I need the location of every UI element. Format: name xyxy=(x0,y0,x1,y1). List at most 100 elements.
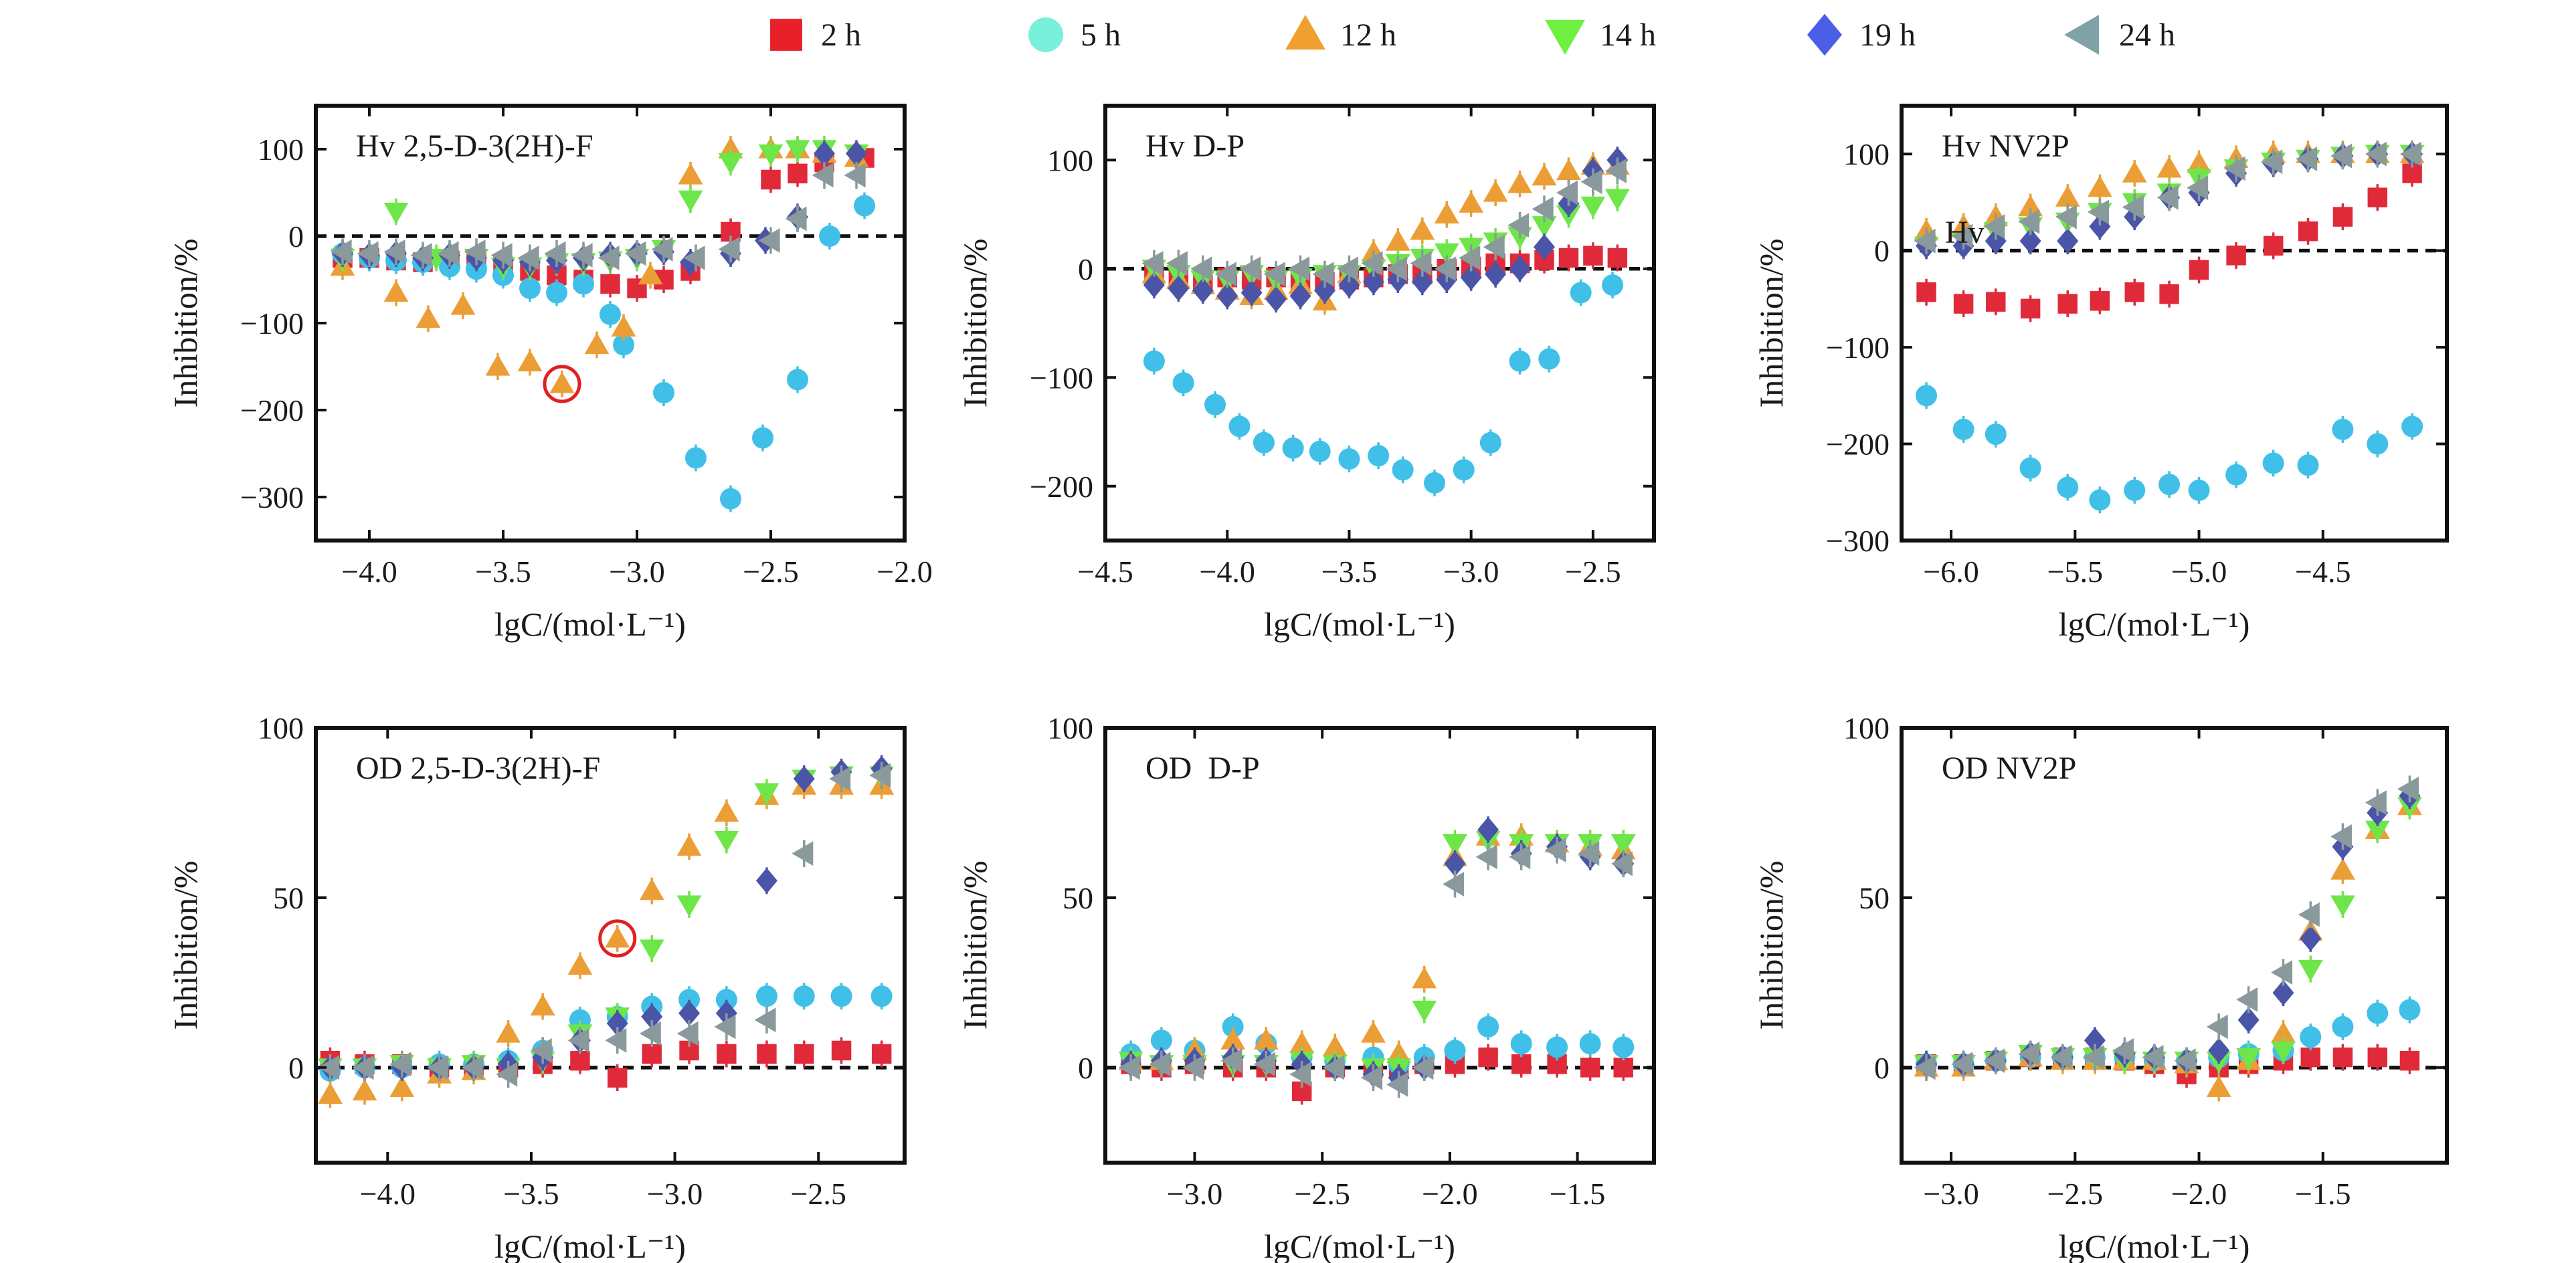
x-axis-label: lgC/(mol·L⁻¹) xyxy=(2059,605,2250,643)
y-tick-label: 100 xyxy=(1843,711,1890,745)
panel-title: Hv 2,5-D-3(2H)-F xyxy=(356,128,593,164)
data-point-5-h xyxy=(1444,1040,1466,1062)
series-24-h xyxy=(1914,775,2419,1081)
x-tick-label: −3.5 xyxy=(503,1177,559,1211)
data-point-12-h xyxy=(1361,1021,1386,1043)
data-point-2-h xyxy=(2159,284,2179,304)
x-tick-label: −3.0 xyxy=(1167,1177,1222,1211)
series-24-h xyxy=(318,762,891,1088)
series-24-h xyxy=(1141,157,1627,288)
data-point-5-h xyxy=(819,225,840,247)
data-point-24-h xyxy=(785,206,807,231)
series-5-h xyxy=(1143,272,1624,496)
data-point-24-h xyxy=(2174,1048,2196,1074)
data-point-24-h xyxy=(1443,872,1465,896)
data-point-24-h xyxy=(1951,223,1973,249)
data-point-12-h xyxy=(1434,202,1459,224)
data-point-5-h xyxy=(1253,431,1275,454)
data-point-24-h xyxy=(2087,199,2109,225)
data-point-24-h xyxy=(571,243,593,268)
data-point-14-h xyxy=(714,830,739,852)
data-point-24-h xyxy=(2142,1045,2164,1070)
data-point-2-h xyxy=(871,1044,892,1064)
data-point-19-h xyxy=(1168,275,1190,302)
data-point-14-h xyxy=(2271,1041,2296,1063)
data-point-19-h xyxy=(2019,228,2041,254)
y-tick-label: −100 xyxy=(1030,361,1093,395)
data-point-5-h xyxy=(519,278,541,299)
legend-label: 12 h xyxy=(1340,17,1396,53)
x-tick-label: −3.5 xyxy=(475,555,531,589)
data-points xyxy=(1914,140,2425,514)
data-point-19-h xyxy=(1362,269,1384,295)
panel-od-dp: −3.0 −2.5 −2.0 −1.5 100 50 0 OD D-P lgC/(mol·L⁻¹… xyxy=(956,711,1656,1263)
data-points xyxy=(318,755,895,1108)
data-point-12-h xyxy=(1507,171,1532,193)
data-point-24-h xyxy=(2050,1045,2072,1070)
data-point-12-h xyxy=(318,1082,343,1104)
data-point-12-h xyxy=(450,293,476,315)
data-point-24-h xyxy=(1507,213,1530,238)
data-point-12-h xyxy=(1532,164,1557,186)
data-point-24-h xyxy=(2223,156,2245,181)
legend-item-14-h: 14 h xyxy=(1545,17,1656,55)
data-point-5-h xyxy=(2367,433,2389,455)
data-point-24-h xyxy=(2365,790,2387,815)
legend: 2 h 5 h 12 h 14 h 19 h 24 h xyxy=(770,13,2175,56)
data-point-24-h xyxy=(2055,204,2077,229)
y-tick-label: −100 xyxy=(240,306,304,341)
data-point-24-h xyxy=(1118,1055,1140,1080)
data-point-5-h xyxy=(1150,1030,1172,1052)
data-point-24-h xyxy=(2236,987,2258,1012)
data-point-5-h xyxy=(2399,999,2421,1021)
data-point-19-h xyxy=(2057,228,2079,254)
data-point-12-h xyxy=(611,315,636,337)
data-point-24-h xyxy=(1509,844,1531,870)
y-axis-label: Inhibition/% xyxy=(167,861,204,1030)
y-tick-label: 0 xyxy=(1078,252,1093,286)
data-point-24-h xyxy=(490,243,513,268)
data-point-5-h xyxy=(1510,1033,1532,1055)
data-point-2-h xyxy=(642,1044,662,1064)
data-point-2-h xyxy=(2057,294,2078,314)
data-point-12-h xyxy=(2206,1075,2231,1097)
y-tick-label: 50 xyxy=(273,881,304,915)
data-point-5-h xyxy=(613,334,634,356)
data-point-24-h xyxy=(812,163,834,188)
data-point-24-h xyxy=(461,1055,483,1080)
data-point-24-h xyxy=(1604,159,1627,183)
data-point-24-h xyxy=(2399,141,2421,167)
data-point-5-h xyxy=(1143,350,1165,372)
data-point-12-h xyxy=(639,878,664,900)
data-point-5-h xyxy=(685,447,707,469)
data-point-14-h xyxy=(383,203,409,224)
data-point-12-h xyxy=(416,306,441,328)
data-point-5-h xyxy=(600,304,621,325)
x-axis-label: lgC/(mol·L⁻¹) xyxy=(494,605,686,643)
data-point-5-h xyxy=(1204,393,1226,415)
series-12-h xyxy=(1141,152,1630,315)
data-point-5-h xyxy=(1172,372,1194,394)
data-point-2-h xyxy=(1986,292,2006,312)
data-point-2-h xyxy=(794,1044,814,1064)
legend-item-12-h: 12 h xyxy=(1285,15,1396,53)
data-point-24-h xyxy=(1951,1052,1973,1077)
data-point-24-h xyxy=(2206,1014,2228,1040)
data-point-2-h xyxy=(1583,246,1603,266)
x-tick-label: −4.0 xyxy=(341,555,397,589)
y-tick-label: 50 xyxy=(1063,881,1093,915)
data-point-2-h xyxy=(761,169,781,190)
data-point-5-h xyxy=(1228,415,1251,438)
data-point-5-h xyxy=(573,273,594,295)
data-point-2-h xyxy=(1613,1058,1633,1078)
data-point-12-h xyxy=(1556,159,1581,181)
data-point-12-h xyxy=(718,136,743,159)
data-point-24-h xyxy=(1166,251,1188,276)
data-point-12-h xyxy=(2018,195,2043,217)
data-point-12-h xyxy=(584,332,610,355)
legend-marker-14-h xyxy=(1545,19,1585,55)
data-point-2-h xyxy=(2020,298,2041,319)
data-point-19-h xyxy=(1216,283,1238,309)
panel-title: OD NV2P xyxy=(1942,751,2076,786)
data-point-5-h xyxy=(678,989,701,1011)
